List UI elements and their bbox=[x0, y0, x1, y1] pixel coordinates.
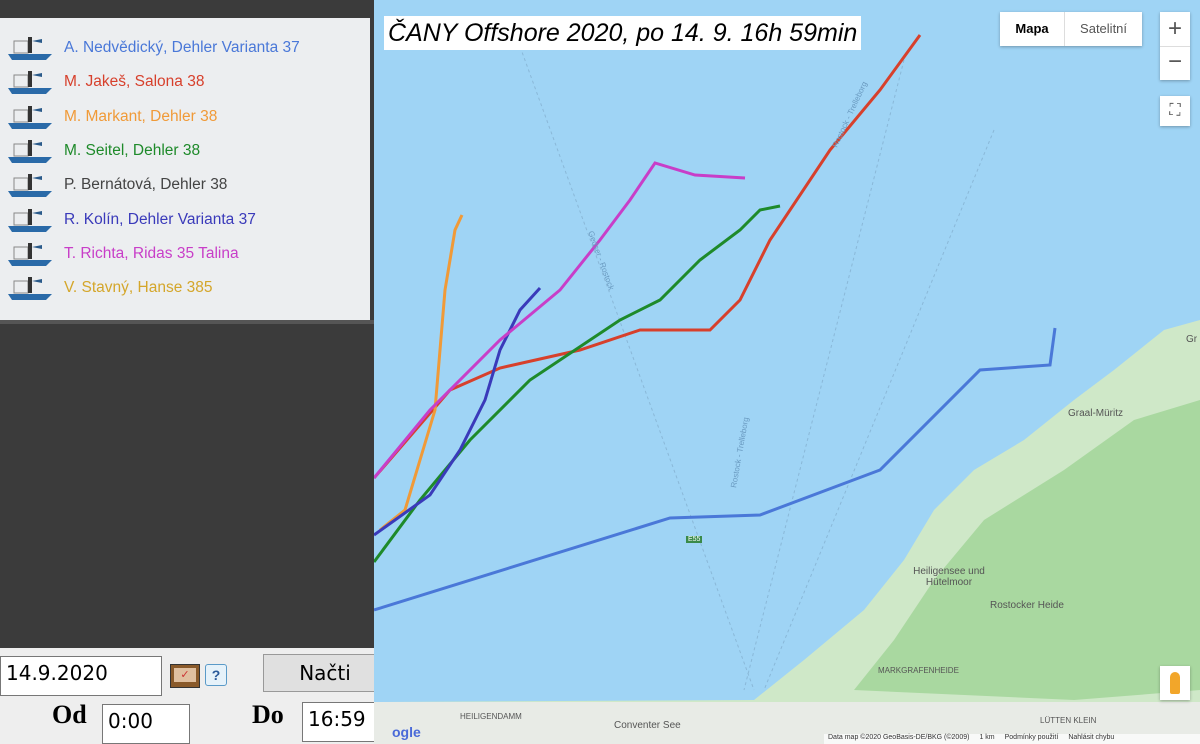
sailboat-icon bbox=[8, 37, 52, 60]
label-heiligendamm: HEILIGENDAMM bbox=[460, 712, 522, 721]
date-input[interactable]: 14.9.2020 bbox=[0, 656, 162, 696]
boat-label: P. Bernátová, Dehler 38 bbox=[64, 176, 228, 194]
from-label: Od bbox=[52, 700, 87, 729]
track-richta bbox=[374, 161, 746, 479]
map-scale: 1 km bbox=[979, 734, 995, 741]
sailboat-icon bbox=[8, 208, 52, 232]
boat-label: A. Nedvědický, Dehler Varianta 37 bbox=[64, 39, 300, 56]
boat-item[interactable]: M. Jakeš, Salona 38 bbox=[6, 68, 204, 96]
boat-item[interactable]: R. Kolín, Dehler Varianta 37 bbox=[6, 206, 256, 234]
help-icon[interactable]: ? bbox=[205, 664, 227, 686]
forest bbox=[854, 400, 1200, 700]
label-heiligensee: Heiligensee und Hütelmoor bbox=[913, 566, 985, 588]
google-logo: ogle bbox=[392, 724, 421, 740]
report-error-link[interactable]: Nahlásit chybu bbox=[1068, 734, 1115, 741]
track-nedvedicky bbox=[374, 327, 1057, 612]
street-view-pegman-icon[interactable] bbox=[1160, 666, 1190, 700]
track-kolin bbox=[374, 286, 542, 537]
date-controls: 14.9.2020 ✓ ? Načti Od 0:00 Do 16:59 bbox=[0, 648, 394, 744]
boat-legend: A. Nedvědický, Dehler Varianta 37 M. Jake… bbox=[0, 18, 370, 320]
map-attribution: Data map ©2020 GeoBasis-DE/BKG (©2009) bbox=[828, 734, 970, 741]
track-markant bbox=[379, 214, 464, 532]
boat-item[interactable]: P. Bernátová, Dehler 38 bbox=[6, 171, 227, 199]
track-jakes bbox=[374, 34, 922, 479]
sailboat-icon bbox=[8, 139, 52, 163]
fullscreen-icon[interactable]: ⛶ bbox=[1160, 96, 1190, 126]
shipping-lane bbox=[763, 129, 995, 691]
boat-label: T. Richta, Ridas 35 Talina bbox=[64, 244, 239, 262]
load-button[interactable]: Načti bbox=[263, 654, 387, 692]
empty-panel bbox=[0, 320, 374, 652]
shipping-lane bbox=[743, 59, 905, 691]
boat-item[interactable]: M. Markant, Dehler 38 bbox=[6, 103, 217, 131]
boat-label: V. Stavný, Hanse 385 bbox=[64, 279, 213, 297]
boat-item[interactable]: A. Nedvědický, Dehler Varianta 37 bbox=[6, 34, 300, 62]
terms-link[interactable]: Podmínky použití bbox=[1004, 734, 1059, 741]
boat-label: M. Markant, Dehler 38 bbox=[64, 107, 218, 125]
track-seitel bbox=[374, 204, 781, 563]
boat-item[interactable]: M. Seitel, Dehler 38 bbox=[6, 137, 200, 165]
map[interactable]: Graal-Müritz Heiligensee und Hütelmoor R… bbox=[374, 0, 1200, 744]
road-e55: E55 bbox=[686, 536, 703, 543]
shipping-lane bbox=[513, 29, 755, 691]
boat-item[interactable]: T. Richta, Ridas 35 Talina bbox=[6, 240, 239, 268]
zoom-in-button[interactable]: + bbox=[1167, 15, 1182, 42]
sailboat-icon bbox=[8, 105, 52, 129]
map-type-map[interactable]: Mapa bbox=[1015, 21, 1049, 36]
zoom-out-button[interactable]: − bbox=[1160, 46, 1190, 81]
boat-item[interactable]: V. Stavný, Hanse 385 bbox=[6, 274, 213, 302]
label-conventer-see: Conventer See bbox=[614, 720, 681, 731]
boat-label: M. Jakeš, Salona 38 bbox=[64, 73, 205, 91]
from-time-input[interactable]: 0:00 bbox=[102, 704, 190, 744]
label-markgrafenheide: MARKGRAFENHEIDE bbox=[878, 666, 959, 675]
calendar-icon[interactable]: ✓ bbox=[170, 664, 200, 688]
label-lutten-klein: LÜTTEN KLEIN bbox=[1040, 716, 1097, 725]
boat-label: R. Kolín, Dehler Varianta 37 bbox=[64, 210, 256, 228]
label-gr: Gr bbox=[1186, 334, 1198, 345]
label-rostocker-heide: Rostocker Heide bbox=[990, 600, 1064, 611]
sailboat-icon bbox=[8, 71, 52, 95]
map-canvas bbox=[374, 29, 1200, 744]
race-title: ČANY Offshore 2020, po 14. 9. 16h 59min bbox=[384, 16, 862, 50]
sailboat-icon bbox=[8, 277, 52, 301]
label-graal-muritz: Graal-Müritz bbox=[1068, 408, 1124, 419]
sailboat-icon bbox=[8, 174, 52, 198]
map-type-satellite[interactable]: Satelitní bbox=[1064, 12, 1142, 46]
sailboat-icon bbox=[8, 242, 52, 266]
to-label: Do bbox=[252, 700, 284, 729]
boat-label: M. Seitel, Dehler 38 bbox=[64, 141, 201, 159]
